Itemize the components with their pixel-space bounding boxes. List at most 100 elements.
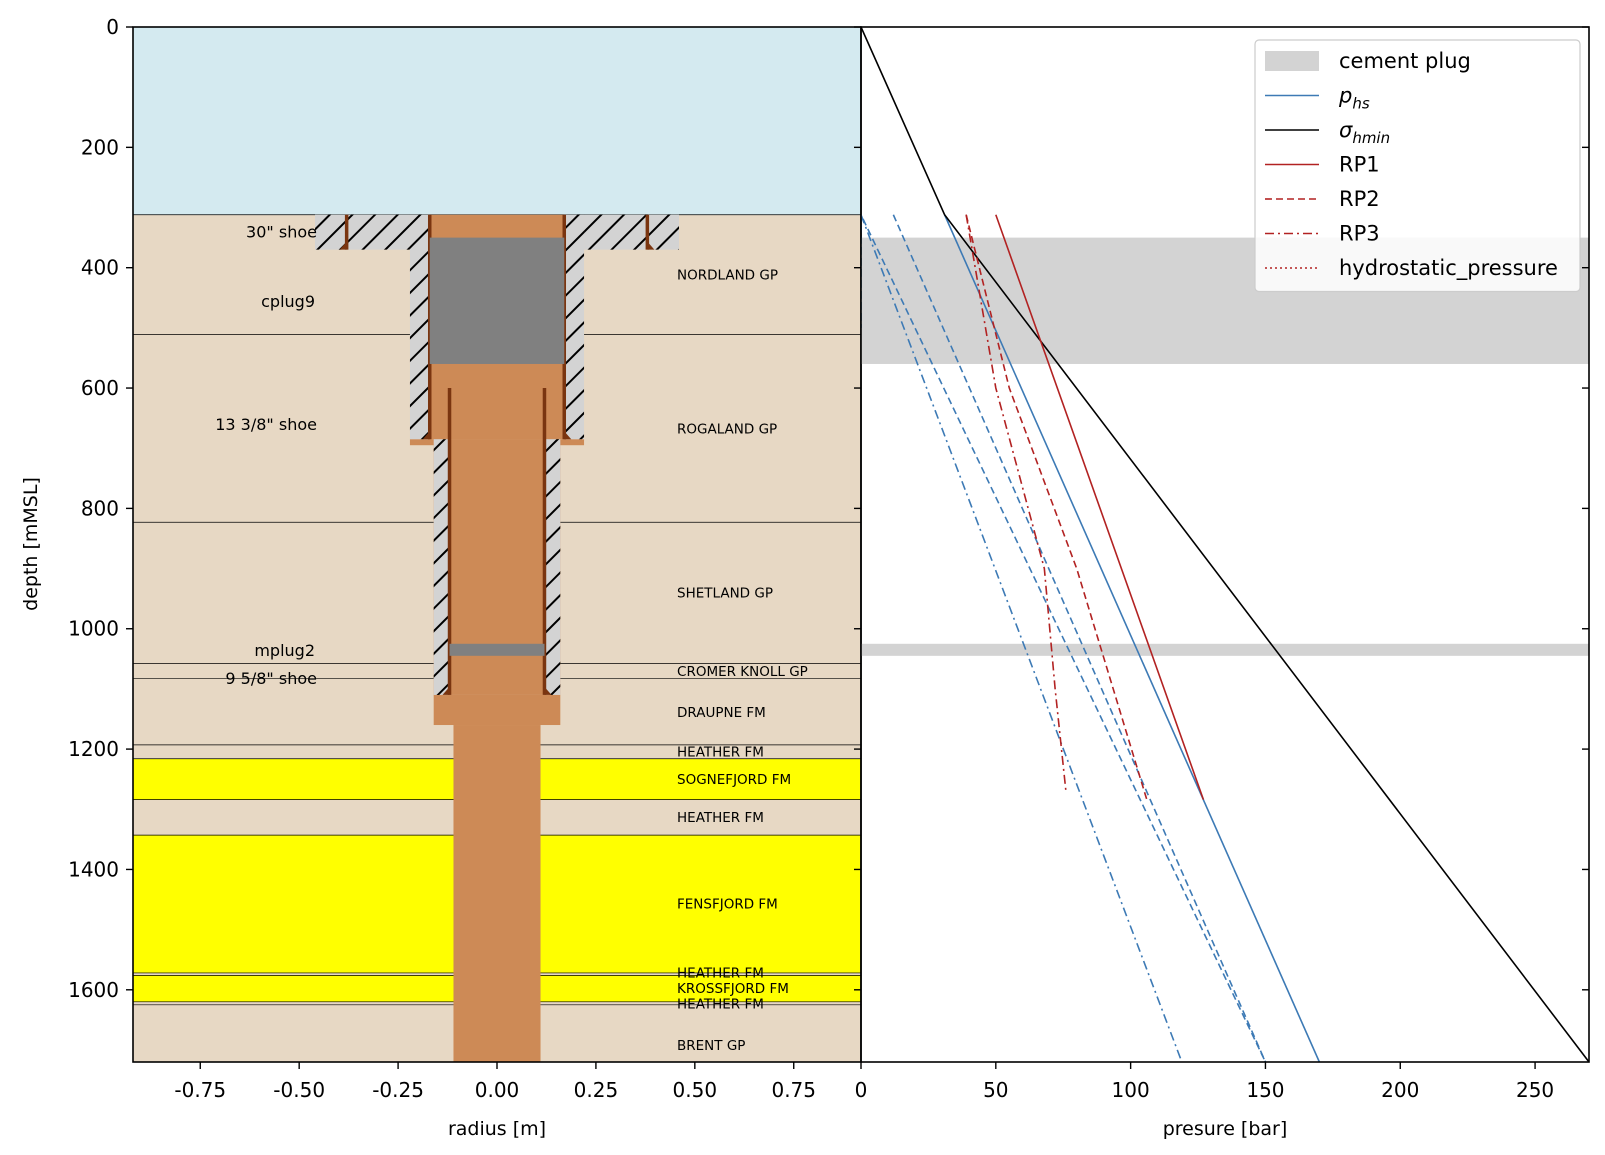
- series-phs_lower: [861, 214, 1183, 1062]
- formation-label: HEATHER FM: [677, 810, 764, 826]
- cement-plug: [449, 643, 545, 656]
- casing-shoe-marker: [647, 241, 655, 250]
- sea-water: [133, 27, 861, 215]
- legend-label-main: cement plug: [1339, 49, 1471, 73]
- casing-shoe-marker: [544, 686, 552, 695]
- pressure-plot-frame: [860, 26, 1590, 1063]
- cement-annulus: [346, 214, 410, 250]
- series-shmin: [861, 27, 1589, 1062]
- series-phs: [943, 214, 1321, 1062]
- rathole-fluid: [433, 694, 561, 726]
- y-tick-label: 400: [81, 256, 119, 280]
- cement-plug: [429, 237, 565, 364]
- plug-label: mplug2: [254, 641, 315, 660]
- formation-label: NORDLAND GP: [677, 267, 778, 283]
- x-tick-label: -0.75: [174, 1078, 226, 1102]
- formation-label: KROSSFJORD FM: [677, 981, 789, 997]
- cement-annulus: [647, 214, 679, 250]
- formation-label: ROGALAND GP: [677, 421, 777, 437]
- casing-shoe-marker: [422, 431, 430, 440]
- formation-label: BRENT GP: [677, 1038, 745, 1054]
- cement-annulus: [544, 439, 561, 695]
- casing-shoe-marker: [564, 431, 572, 440]
- legend-swatch: [1265, 51, 1319, 71]
- x-tick-label: 150: [1246, 1078, 1284, 1102]
- legend-label-main: σ: [1339, 118, 1353, 142]
- casing-shoe-marker: [442, 686, 450, 695]
- plug-label: cplug9: [261, 292, 315, 311]
- series-RP3: [965, 214, 1067, 792]
- well-schematic-axes: 0 200 400 600 800 1000 1200 1400 1600 -0.75 -0.50 -…: [68, 15, 861, 1102]
- cement-plug-band: [861, 643, 1589, 656]
- legend-label: RP1: [1339, 153, 1380, 177]
- y-tick-label: 1400: [68, 857, 119, 881]
- legend-label-main: p: [1338, 84, 1352, 108]
- cement-annulus: [584, 214, 648, 250]
- cement-annulus: [409, 214, 430, 440]
- pressure-plot-xlabel: presure [bar]: [1163, 1118, 1288, 1140]
- well-schematic-xlabel: radius [m]: [448, 1118, 546, 1140]
- casing-shoe-label: 9 5/8" shoe: [225, 669, 317, 688]
- well-schematic-ylabel: depth [mMSL]: [20, 477, 42, 611]
- y-tick-label: 0: [106, 15, 119, 39]
- x-tick-label: 0.25: [574, 1078, 619, 1102]
- x-tick-label: 0.75: [771, 1078, 816, 1102]
- y-tick-label: 800: [81, 496, 119, 520]
- legend-label-main: RP3: [1339, 222, 1380, 246]
- x-tick-label: 0.00: [475, 1078, 520, 1102]
- legend-label-main: hydrostatic_pressure: [1339, 256, 1558, 281]
- formation-label: CROMER KNOLL GP: [677, 664, 808, 680]
- y-tick-label: 200: [81, 135, 119, 159]
- formation-label: HEATHER FM: [677, 745, 764, 761]
- shoe-lip: [409, 439, 585, 446]
- legend-label: cement plug: [1339, 49, 1471, 73]
- series-RP2: [965, 214, 1148, 800]
- formation-label: HEATHER FM: [677, 965, 764, 981]
- legend-box: [1254, 39, 1581, 293]
- formation-label: SOGNEFJORD FM: [677, 772, 791, 788]
- wellbore-group: [315, 214, 679, 1062]
- x-tick-label: 100: [1112, 1078, 1150, 1102]
- cement-annulus: [315, 214, 347, 250]
- legend-label: RP2: [1339, 187, 1380, 211]
- series-RP1: [995, 214, 1205, 800]
- x-tick-label: 200: [1381, 1078, 1419, 1102]
- legend-label-subscript: hs: [1352, 95, 1370, 113]
- x-tick-label: 250: [1516, 1078, 1554, 1102]
- y-tick-label: 600: [81, 376, 119, 400]
- legend-label-main: RP2: [1339, 187, 1380, 211]
- cement-annulus: [564, 214, 585, 440]
- legend-label-main: RP1: [1339, 153, 1380, 177]
- formation-label: FENSFJORD FM: [677, 897, 778, 913]
- formation-label: HEATHER FM: [677, 997, 764, 1013]
- legend-label: RP3: [1339, 222, 1380, 246]
- series-phs_sigma: [892, 214, 1267, 1062]
- x-tick-label: 0.50: [673, 1078, 718, 1102]
- x-tick-label: -0.25: [372, 1078, 424, 1102]
- pressure-series: [861, 27, 1589, 1062]
- x-tick-label: 0: [855, 1078, 868, 1102]
- casing-fluid: [433, 439, 561, 695]
- formation-label: DRAUPNE FM: [677, 705, 766, 721]
- casing-shoe-label: 13 3/8" shoe: [215, 415, 317, 434]
- legend: cement plug phs σhmin RP1 RP2 RP3 hydrostatic_…: [1254, 39, 1581, 293]
- x-tick-label: -0.50: [273, 1078, 325, 1102]
- legend-label: σhmin: [1339, 118, 1390, 147]
- formation-labels: NORDLAND GP ROGALAND GP SHETLAND GP CROMER …: [677, 267, 808, 1054]
- y-tick-label: 1600: [68, 978, 119, 1002]
- pressure-plot-axes: 0 50 100 150 200 250: [855, 26, 1589, 1102]
- component-labels: 30" shoe 13 3/8" shoe 9 5/8" shoe cplug9 mpl…: [215, 223, 317, 688]
- open-hole-fluid: [453, 725, 541, 1062]
- legend-label: hydrostatic_pressure: [1339, 256, 1558, 281]
- cement-annulus: [433, 439, 450, 695]
- casing-shoe-marker: [339, 241, 347, 250]
- y-tick-label: 1000: [68, 617, 119, 641]
- legend-label-subscript: hmin: [1352, 129, 1390, 147]
- casing-shoe-label: 30" shoe: [246, 223, 317, 242]
- series-phs_upper: [861, 214, 1267, 1062]
- x-tick-label: 50: [983, 1078, 1008, 1102]
- y-tick-label: 1200: [68, 737, 119, 761]
- well-schematic-panel: NORDLAND GP ROGALAND GP SHETLAND GP CROMER …: [133, 27, 861, 1062]
- formation-label: SHETLAND GP: [677, 586, 773, 602]
